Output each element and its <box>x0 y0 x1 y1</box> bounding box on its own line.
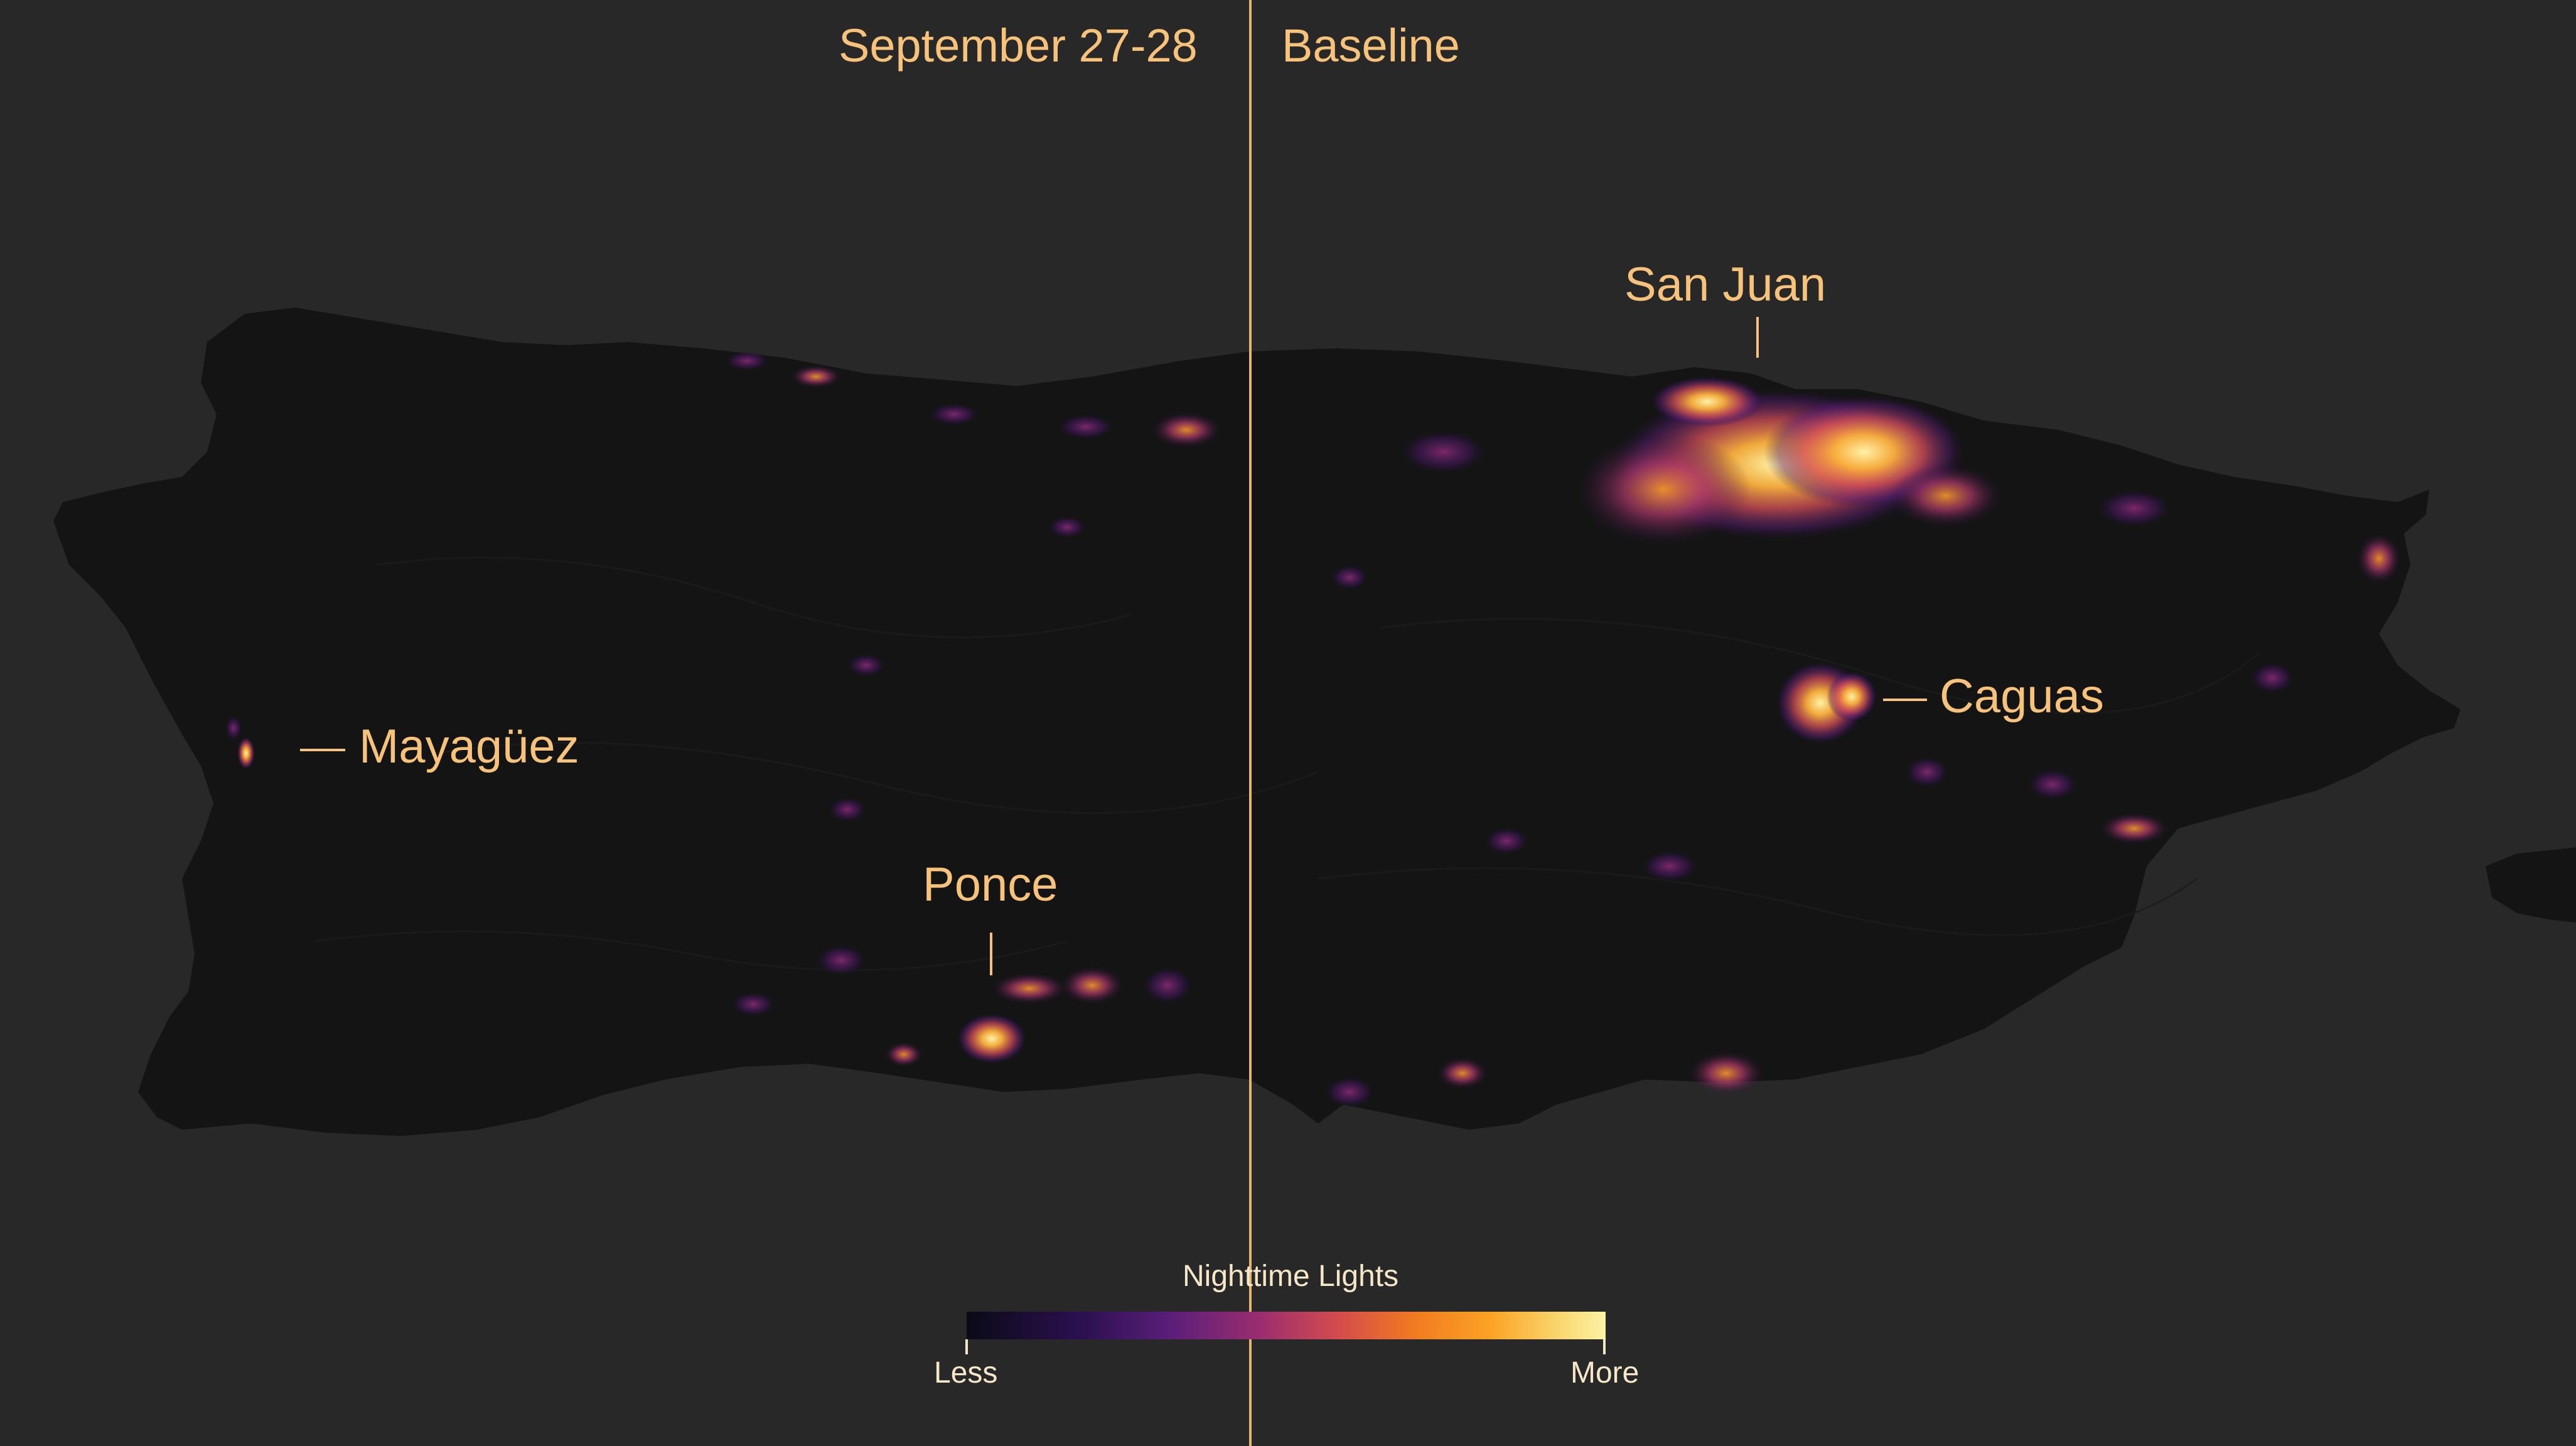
legend-tick-less <box>965 1339 968 1354</box>
legend-tick-more <box>1603 1339 1606 1354</box>
legend-label-less: Less <box>934 1356 998 1390</box>
ponce-leader <box>990 933 992 975</box>
legend-label-more: More <box>1570 1356 1640 1390</box>
right-panel-title: Baseline <box>1282 19 1460 72</box>
san-juan-leader <box>1756 317 1759 358</box>
mayaguez-leader <box>300 749 345 751</box>
city-label-caguas: Caguas <box>1940 670 2104 723</box>
city-label-mayaguez: Mayagüez <box>359 720 579 773</box>
terrain-texture <box>313 557 2260 972</box>
panel-divider[interactable] <box>1249 0 1252 1446</box>
city-label-san-juan: San Juan <box>1624 258 1827 311</box>
nighttime-lights-right <box>1324 377 2401 1108</box>
legend-colorbar <box>967 1312 1606 1339</box>
vieques-island <box>2486 847 2576 923</box>
left-panel-title: September 27-28 <box>839 19 1198 72</box>
legend-title: Nighttime Lights <box>1183 1260 1399 1293</box>
city-label-ponce: Ponce <box>923 858 1058 911</box>
caguas-leader <box>1883 699 1927 701</box>
nighttime-lights-left <box>225 351 1221 1067</box>
